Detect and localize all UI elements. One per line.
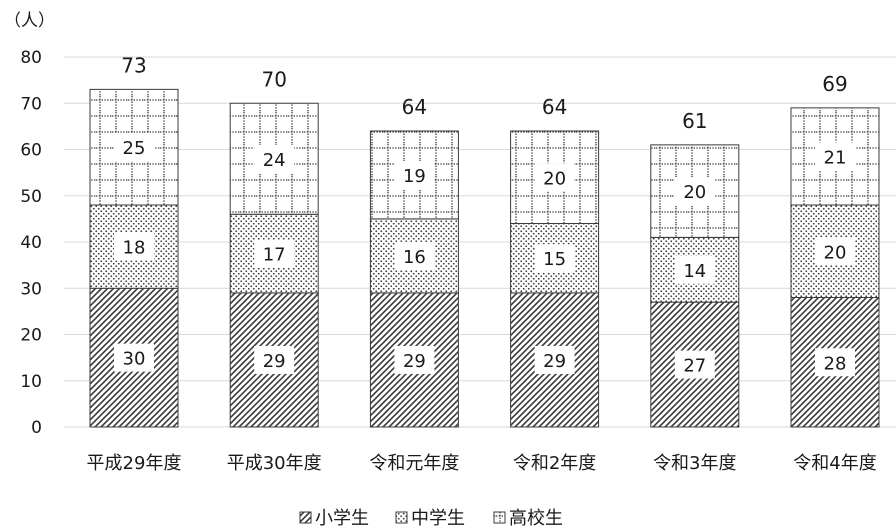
- data-label: 30: [123, 349, 146, 370]
- data-label-background: [394, 241, 435, 270]
- data-label: 25: [123, 138, 146, 159]
- gridlines: [64, 56, 896, 428]
- data-label-background: [815, 348, 855, 377]
- y-tick-label: 0: [31, 418, 42, 438]
- data-label: 20: [824, 242, 847, 263]
- data-label-background: [254, 144, 295, 173]
- data-label-background: [394, 160, 435, 189]
- y-tick-label: 40: [20, 233, 42, 253]
- data-label-background: [114, 343, 154, 372]
- x-category-label: 令和4年度: [793, 453, 876, 474]
- data-label: 18: [123, 238, 146, 259]
- y-tick-label: 10: [20, 372, 42, 392]
- legend-label: 中学生: [411, 508, 465, 529]
- y-unit-label: （人）: [4, 11, 55, 31]
- data-label-background: [674, 255, 715, 284]
- x-category-label: 平成30年度: [227, 453, 322, 474]
- total-label: 61: [682, 109, 707, 133]
- x-category-label: 令和2年度: [513, 453, 596, 474]
- data-label-background: [114, 232, 154, 261]
- y-tick-label: 80: [20, 48, 42, 68]
- data-label: 27: [683, 356, 706, 377]
- x-category-label: 平成29年度: [87, 453, 182, 474]
- data-label: 24: [263, 150, 286, 171]
- x-category-label: 令和元年度: [369, 453, 459, 474]
- total-label: 64: [542, 95, 567, 119]
- data-label: 14: [683, 261, 706, 282]
- data-label-background: [534, 163, 575, 192]
- data-label-background: [815, 142, 855, 171]
- y-tick-label: 60: [20, 141, 42, 161]
- total-label: 64: [402, 95, 427, 119]
- total-label: 73: [121, 53, 146, 77]
- data-label-background: [674, 350, 715, 379]
- data-label-background: [674, 177, 715, 206]
- data-label-background: [534, 345, 575, 374]
- legend-label: 高校生: [509, 508, 563, 529]
- legend-swatch: [493, 511, 506, 524]
- data-label-background: [815, 237, 855, 266]
- y-tick-label: 70: [20, 94, 42, 114]
- data-label: 29: [543, 351, 566, 372]
- y-tick-label: 50: [20, 187, 42, 207]
- data-label: 15: [543, 249, 566, 270]
- data-labels: 30 18 25 73 29 17 24 70 29 16 19 64 29 15 20 64 27 14 20 61…: [114, 53, 855, 379]
- y-tick-label: 20: [20, 326, 42, 346]
- data-label-background: [254, 345, 295, 374]
- data-label: 29: [403, 351, 426, 372]
- legend-swatch: [299, 511, 312, 524]
- data-label: 29: [263, 351, 286, 372]
- x-category-label: 令和3年度: [653, 453, 736, 474]
- y-axis-ticks: 0 10 20 30 40 50 60 70 80: [20, 48, 42, 438]
- data-label: 19: [403, 166, 426, 187]
- data-label: 20: [543, 168, 566, 189]
- legend-swatch: [395, 511, 408, 524]
- data-label-background: [254, 239, 295, 268]
- legend: 小学生 中学生 高校生: [299, 508, 563, 529]
- data-label-background: [394, 345, 435, 374]
- data-label: 17: [263, 245, 286, 266]
- total-label: 69: [822, 72, 847, 96]
- data-label: 28: [824, 353, 847, 374]
- data-label-background: [534, 244, 575, 273]
- data-label: 16: [403, 247, 426, 268]
- total-label: 70: [261, 67, 286, 91]
- bars: [89, 88, 880, 428]
- data-label: 20: [683, 182, 706, 203]
- data-label-background: [114, 133, 154, 162]
- data-label: 21: [824, 147, 847, 168]
- legend-label: 小学生: [315, 508, 369, 529]
- y-tick-label: 30: [20, 279, 42, 299]
- x-axis-categories: 平成29年度 平成30年度 令和元年度 令和2年度 令和3年度 令和4年度: [87, 453, 877, 474]
